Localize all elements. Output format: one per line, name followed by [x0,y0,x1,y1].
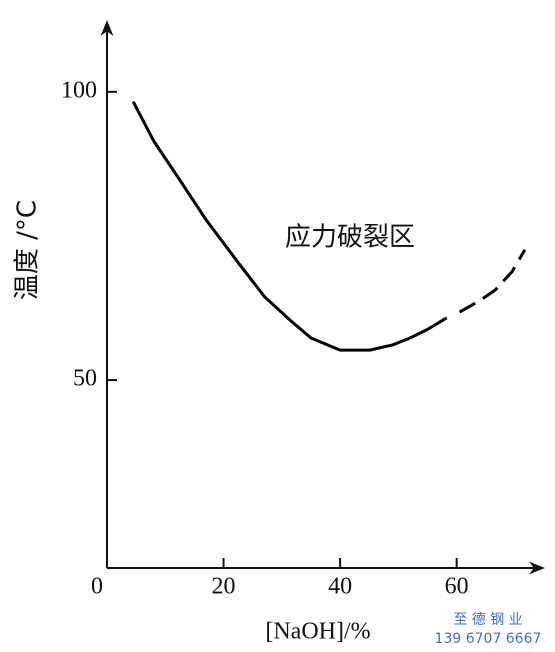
y-tick-label: 100 [61,77,97,103]
line [458,249,527,314]
x-tick-label: 20 [212,574,236,600]
x-tick-label: 0 [91,574,103,600]
watermark: 139 6707 6667 [435,631,542,647]
x-tick-label: 40 [328,574,352,600]
x-tick-label: 60 [445,574,469,600]
y-axis-label: 温度 /°C [13,200,43,300]
x-axis-label: [NaOH]/% [265,619,370,645]
y-tick-label: 50 [73,366,97,392]
line [131,100,448,352]
watermark: 至 德 钢 业 [453,612,522,628]
annotation: 应力破裂区 [285,223,415,253]
